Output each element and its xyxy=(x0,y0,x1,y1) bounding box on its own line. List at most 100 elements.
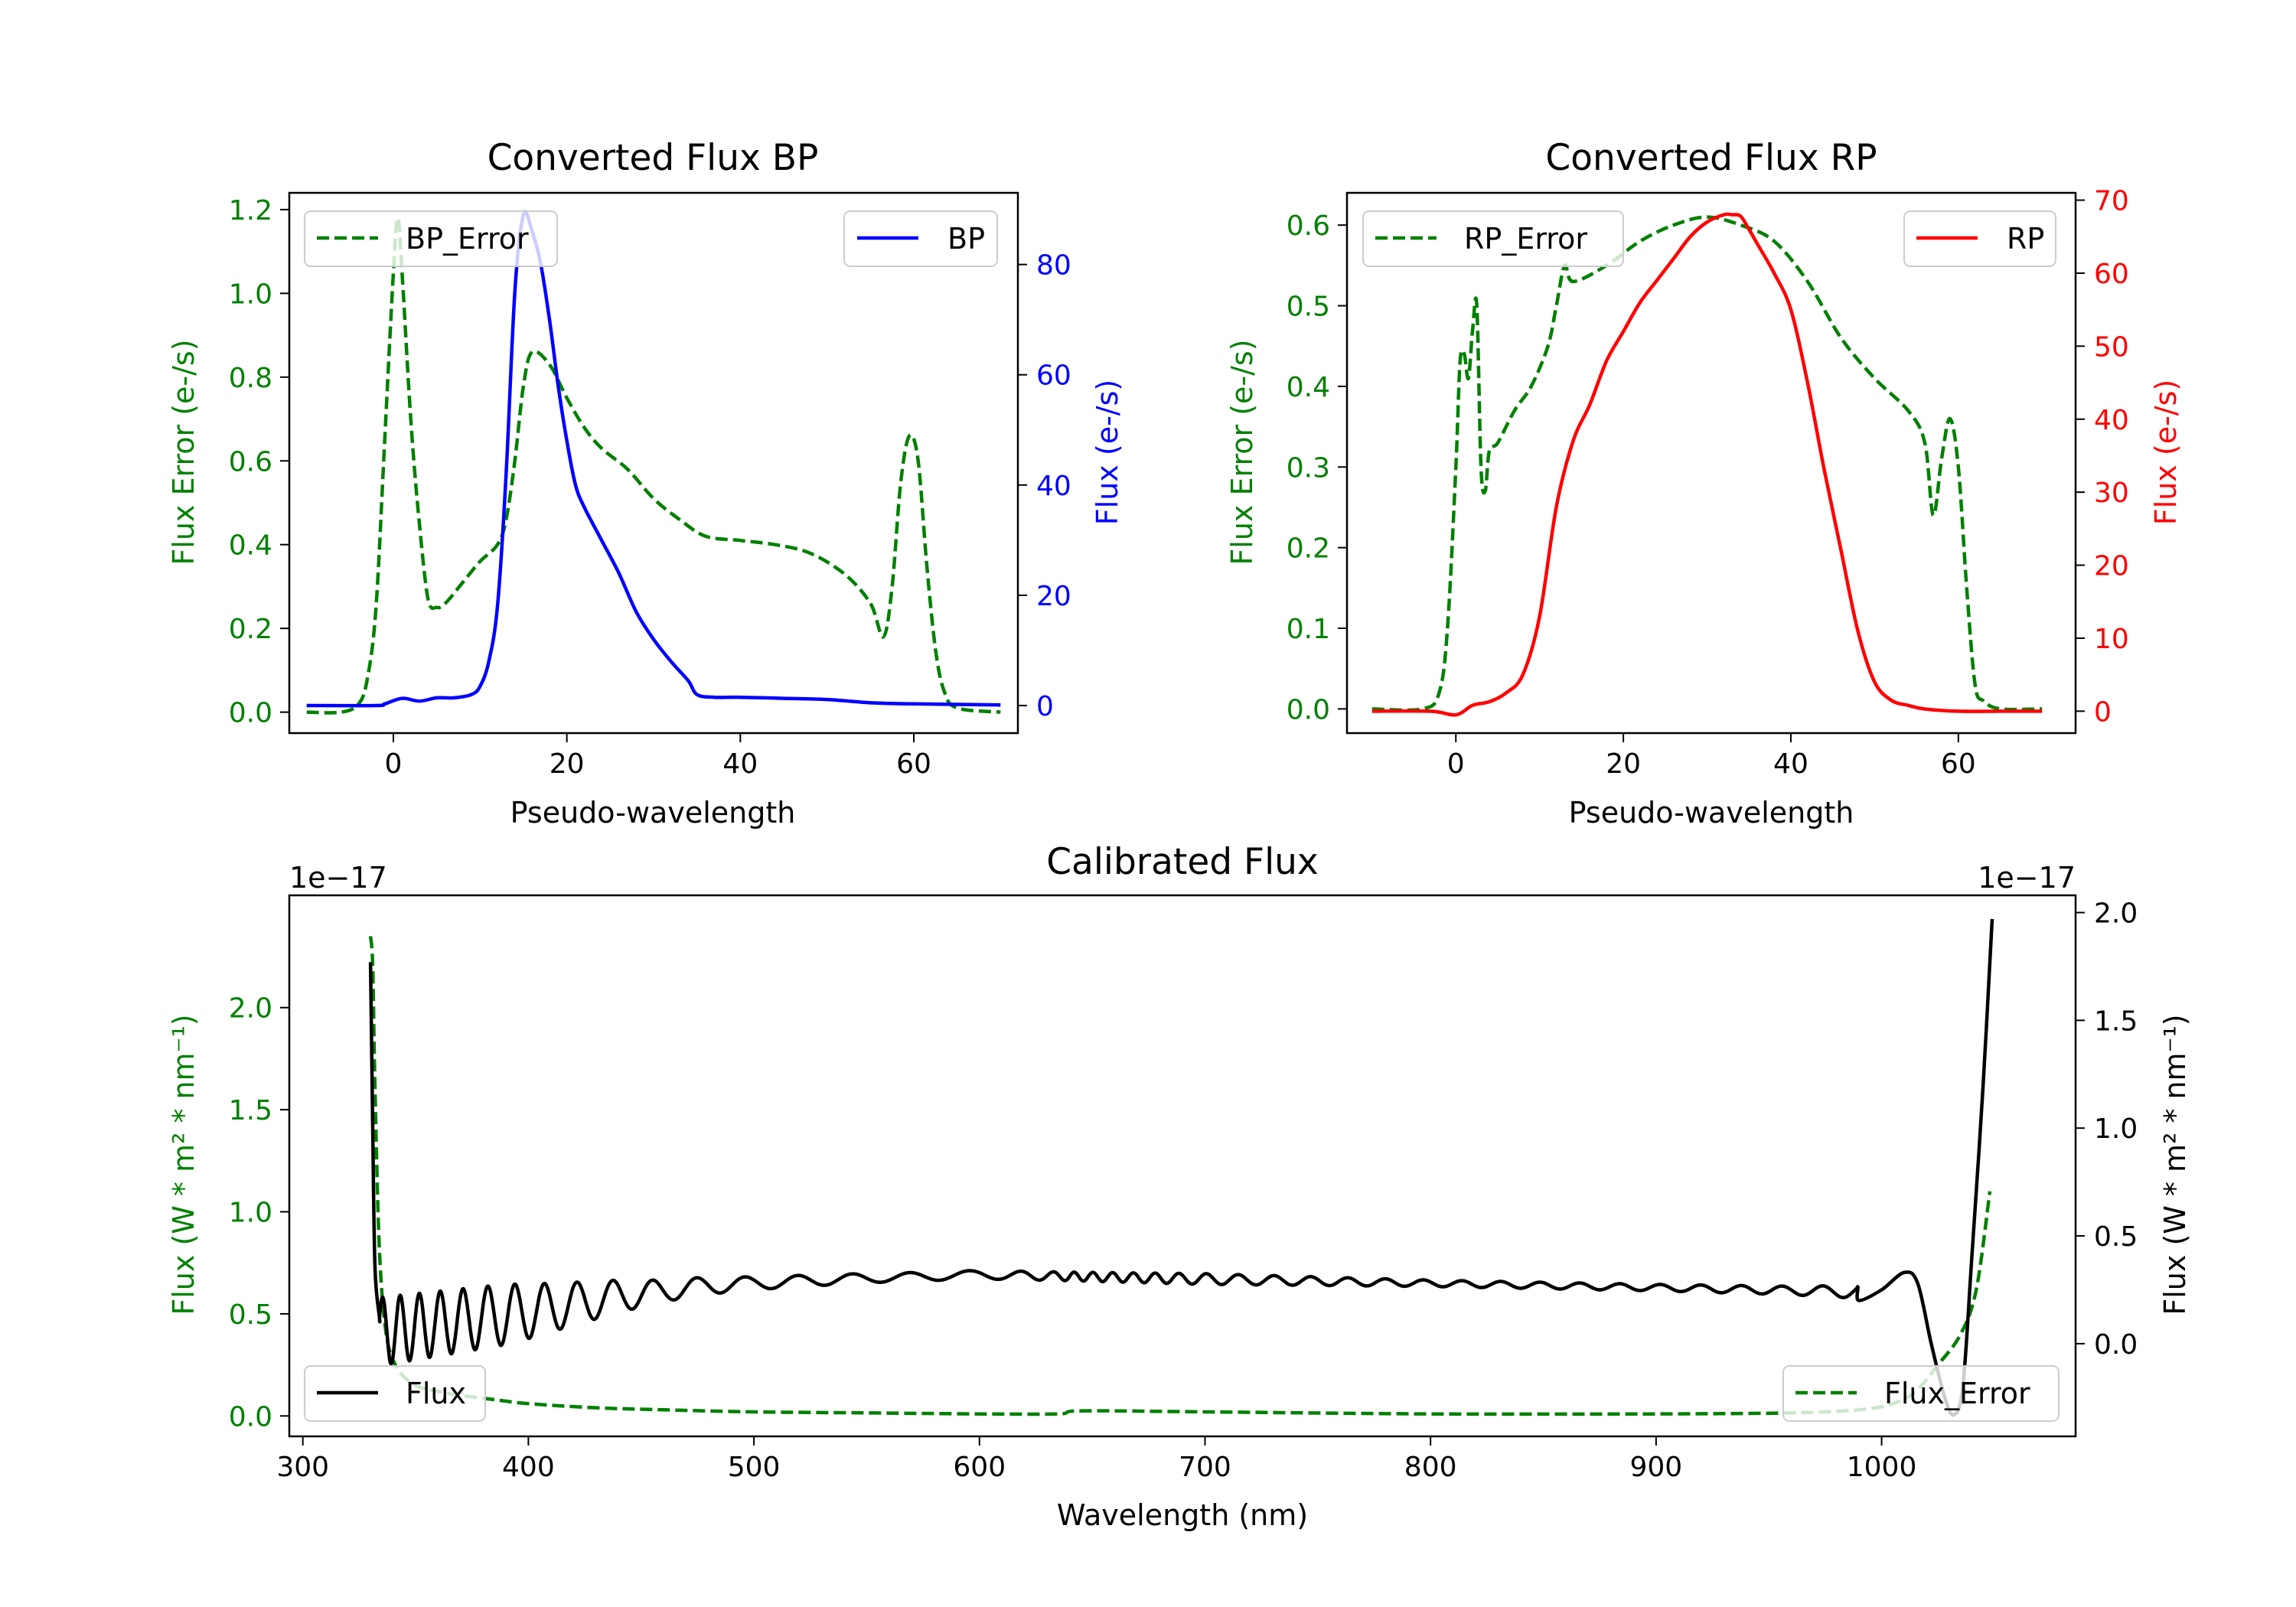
calibrated-axes: 300 400 500 600 700 800 900 1000 0.0 0.5 1.0 1.5 2.0… xyxy=(229,894,2138,1483)
bp-xtick-label: 60 xyxy=(896,748,931,780)
bp-series-bp xyxy=(306,210,1001,708)
bp-legend-right-box xyxy=(843,210,998,267)
calibrated-xtick-label: 1000 xyxy=(1847,1452,1917,1483)
rp-ytick-right-label: 70 xyxy=(2094,186,2129,217)
rp-ytick-left-label: 0.0 xyxy=(1287,694,1330,725)
calibrated-ytick-right-label: 2.0 xyxy=(2094,898,2138,930)
rp-ytick-right-label: 30 xyxy=(2094,478,2129,509)
rp-ytick-right-label: 60 xyxy=(2094,259,2129,290)
calibrated-ytick-right-label: 1.0 xyxy=(2094,1113,2138,1145)
rp-series-rp xyxy=(1371,212,2043,717)
calibrated-xtick-label: 900 xyxy=(1630,1452,1683,1483)
calibrated-ytick-left-label: 0.5 xyxy=(229,1299,272,1331)
rp-ytick-left-label: 0.5 xyxy=(1287,292,1330,323)
rp-ylabel-left: Flux Error (e-/s) xyxy=(1225,339,1259,565)
bp-legend-left-label: BP_Error xyxy=(406,222,529,256)
calibrated-frame xyxy=(288,894,2077,1438)
calibrated-xtick-label: 700 xyxy=(1179,1452,1231,1483)
calibrated-xtick-label: 400 xyxy=(502,1452,555,1483)
calibrated-xtick-label: 300 xyxy=(276,1452,329,1483)
rp-title: Converted Flux RP xyxy=(1545,137,1877,179)
bp-frame xyxy=(288,191,1019,735)
bp-xtick-label: 20 xyxy=(550,748,585,780)
calibrated-legend-right: Flux_Error xyxy=(1782,1365,2060,1422)
bp-xlabel: Pseudo-wavelength xyxy=(510,796,796,830)
bp-legend-right: BP xyxy=(843,210,998,267)
bp-xtick-label: 40 xyxy=(722,748,758,780)
rp-ytick-left-label: 0.3 xyxy=(1287,452,1330,484)
rp-axes: 0 20 40 60 0.0 0.1 0.2 0.3 0.4 0.5 0.6 0 10 20 30 40 50 6… xyxy=(1287,186,2129,780)
rp-ytick-right-label: 50 xyxy=(2094,331,2129,363)
bp-ytick-left-label: 0.6 xyxy=(229,446,272,478)
rp-ylabel-right: Flux (e-/s) xyxy=(2149,380,2183,525)
rp-xtick-label: 40 xyxy=(1773,748,1808,780)
rp-panel: Converted Flux RP 0 20 40 60 0.0 0.1 0.2 0.3 0.4… xyxy=(1225,137,2183,830)
rp-ytick-left-label: 0.6 xyxy=(1287,210,1330,242)
rp-xtick-label: 20 xyxy=(1606,748,1641,780)
rp-plot-area xyxy=(1371,212,2043,717)
bp-ytick-right-label: 20 xyxy=(1036,581,1071,612)
calibrated-panel: Calibrated Flux 1e−17 1e−17 300 400 500 600… xyxy=(167,841,2192,1532)
rp-legend-left: RP_Error xyxy=(1362,210,1624,267)
calibrated-ylabel-left: Flux (W * m² * nm⁻¹) xyxy=(167,1014,201,1315)
bp-ytick-left-label: 1.2 xyxy=(229,195,272,227)
calibrated-ytick-left-label: 1.0 xyxy=(229,1198,272,1229)
rp-legend-left-box xyxy=(1362,210,1624,267)
calibrated-xlabel: Wavelength (nm) xyxy=(1057,1498,1308,1532)
bp-panel: Converted Flux BP 0 20 40 60 0.0 0.2 0.4 0.6 0.8… xyxy=(167,137,1124,830)
rp-legend-left-label: RP_Error xyxy=(1464,222,1587,256)
bp-legend-right-label: BP xyxy=(947,222,985,256)
calibrated-offset-left: 1e−17 xyxy=(289,861,387,895)
rp-series-rp-error xyxy=(1371,215,2043,712)
calibrated-ylabel-right: Flux (W * m² * nm⁻¹) xyxy=(2158,1014,2192,1315)
rp-frame xyxy=(1345,191,2077,735)
calibrated-ytick-left-label: 1.5 xyxy=(229,1095,272,1126)
bp-ylabel-left: Flux Error (e-/s) xyxy=(167,339,201,565)
bp-ytick-left-label: 0.2 xyxy=(229,614,272,645)
rp-ytick-left-label: 0.1 xyxy=(1287,614,1330,645)
bp-ytick-right-label: 80 xyxy=(1036,250,1071,282)
rp-ytick-left-label: 0.2 xyxy=(1287,533,1330,565)
calibrated-ytick-left-label: 0.0 xyxy=(229,1401,272,1433)
calibrated-series-flux xyxy=(368,918,1994,1417)
bp-axes: 0 20 40 60 0.0 0.2 0.4 0.6 0.8 1.0 1.2 0 20 40 60 80 xyxy=(229,191,1071,780)
rp-ytick-right-label: 20 xyxy=(2094,551,2129,582)
rp-ytick-right-label: 0 xyxy=(2094,696,2112,728)
calibrated-ytick-right-label: 0.5 xyxy=(2094,1221,2138,1253)
rp-xtick-label: 0 xyxy=(1447,748,1465,780)
rp-legend-right-box xyxy=(1903,210,2056,267)
calibrated-legend-left-label: Flux xyxy=(406,1377,466,1410)
calibrated-ytick-right-label: 0.0 xyxy=(2094,1329,2138,1361)
bp-legend-left-box xyxy=(304,210,558,267)
calibrated-ytick-right-label: 1.5 xyxy=(2094,1006,2138,1037)
rp-ytick-left-label: 0.4 xyxy=(1287,372,1330,403)
rp-series-group xyxy=(1371,212,2043,717)
calibrated-title: Calibrated Flux xyxy=(1046,841,1319,883)
bp-ytick-right-label: 60 xyxy=(1036,360,1071,392)
rp-xlabel: Pseudo-wavelength xyxy=(1569,796,1854,830)
calibrated-xtick-label: 600 xyxy=(953,1452,1006,1483)
bp-ytick-left-label: 0.4 xyxy=(229,530,272,562)
bp-xtick-label: 0 xyxy=(385,748,403,780)
bp-ylabel-right: Flux (e-/s) xyxy=(1091,380,1124,525)
bp-ytick-left-label: 0.8 xyxy=(229,363,272,394)
bp-ytick-right-label: 40 xyxy=(1036,471,1071,502)
bp-legend-left: BP_Error xyxy=(304,210,558,267)
bp-ytick-right-label: 0 xyxy=(1036,691,1054,722)
calibrated-offset-right: 1e−17 xyxy=(1978,861,2076,895)
rp-legend-right-label: RP xyxy=(2007,222,2044,256)
calibrated-ytick-left-label: 2.0 xyxy=(229,993,272,1025)
rp-legend-right: RP xyxy=(1903,210,2056,267)
rp-ytick-right-label: 40 xyxy=(2094,405,2129,436)
rp-xtick-label: 60 xyxy=(1941,748,1976,780)
calibrated-legend-left: Flux xyxy=(304,1365,486,1422)
calibrated-legend-right-label: Flux_Error xyxy=(1884,1377,2030,1410)
calibrated-legend-left-box xyxy=(304,1365,486,1422)
rp-ytick-right-label: 10 xyxy=(2094,624,2129,655)
calibrated-xtick-label: 800 xyxy=(1404,1452,1457,1483)
bp-ytick-left-label: 1.0 xyxy=(229,279,272,310)
bp-ytick-left-label: 0.0 xyxy=(229,698,272,729)
bp-title: Converted Flux BP xyxy=(488,137,819,179)
